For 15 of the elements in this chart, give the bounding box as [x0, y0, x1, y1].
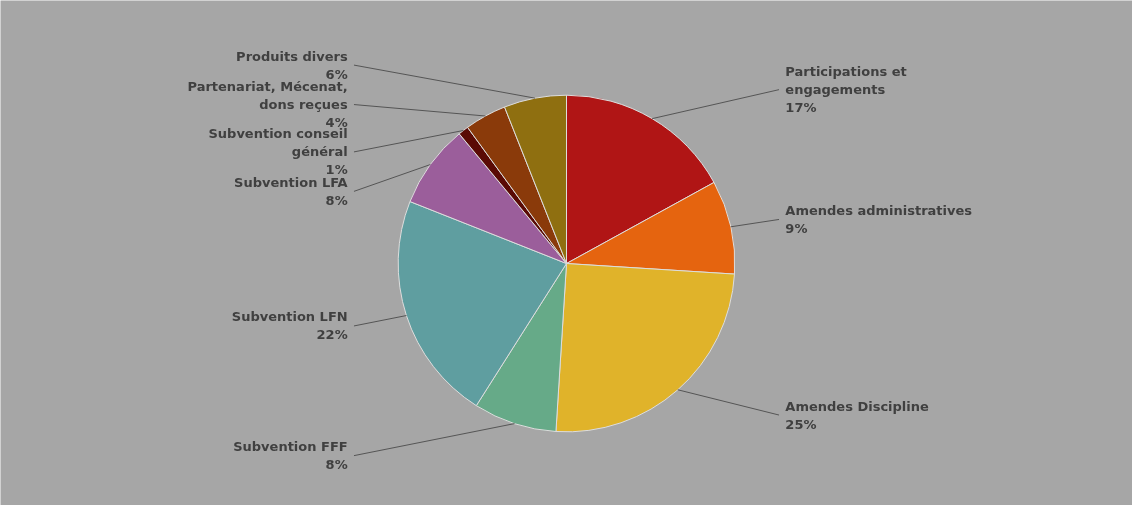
slice-label: Subvention conseil général [208, 126, 348, 160]
slice-label: Subvention LFN [231, 309, 348, 325]
data-label: 8% [325, 192, 348, 208]
data-label: 9% [785, 220, 808, 236]
slice-label: Participations et engagements [785, 64, 907, 98]
data-label: 25% [785, 416, 817, 432]
slice-label: Produits divers [236, 48, 348, 64]
slice-label: Subvention FFF [233, 439, 348, 455]
slice-label: Amendes administratives [785, 202, 973, 218]
slice-label: Amendes Discipline [785, 398, 930, 414]
data-label: 17% [785, 100, 817, 116]
data-label: 6% [325, 66, 348, 82]
data-label: 8% [325, 457, 348, 473]
data-label: 22% [316, 327, 348, 343]
slice-label: Partenariat, Mécenat, dons reçues [187, 79, 348, 113]
